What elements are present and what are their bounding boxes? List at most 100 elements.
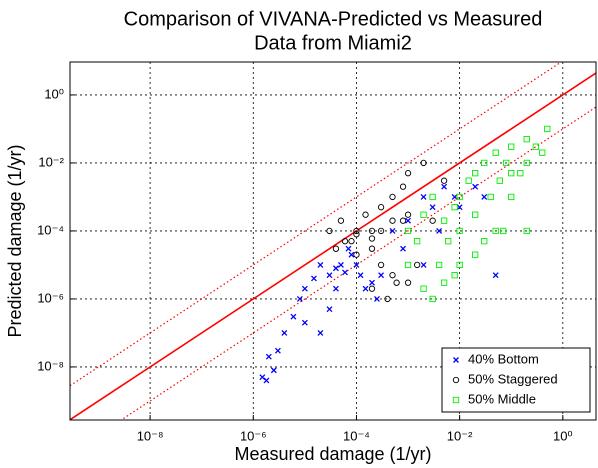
marker-x xyxy=(274,347,281,354)
marker-x xyxy=(362,285,369,292)
marker-x xyxy=(263,377,270,384)
marker-square xyxy=(508,193,515,201)
marker-x xyxy=(481,193,488,200)
y-tick-label: 10⁰ xyxy=(44,86,64,101)
marker-x xyxy=(451,193,458,200)
marker-x xyxy=(420,261,427,268)
marker-x xyxy=(310,275,317,282)
y-axis-label: Predicted damage (1/yr) xyxy=(5,144,25,337)
marker-square xyxy=(496,177,503,184)
marker-square xyxy=(420,211,427,218)
marker-square xyxy=(451,272,458,279)
x-axis-label: Measured damage (1/yr) xyxy=(234,444,431,464)
marker-x xyxy=(317,329,324,336)
marker-square xyxy=(523,159,530,167)
marker-square xyxy=(508,170,515,177)
reference-line xyxy=(70,62,563,387)
legend: 40% Bottom 50% Staggered 50% Middle xyxy=(441,347,591,413)
marker-circle xyxy=(368,227,376,235)
marker-circle xyxy=(413,261,421,269)
marker-square xyxy=(523,227,530,235)
marker-x xyxy=(353,261,360,268)
marker-x xyxy=(281,329,288,336)
marker-square xyxy=(472,251,479,258)
marker-circle xyxy=(368,285,376,292)
marker-circle xyxy=(404,170,412,177)
marker-square xyxy=(451,204,458,211)
marker-square xyxy=(481,238,488,245)
marker-square xyxy=(404,261,412,269)
reference-line xyxy=(70,72,596,420)
marker-x xyxy=(337,261,344,268)
marker-square xyxy=(413,238,421,245)
marker-x xyxy=(348,251,355,258)
marker-x xyxy=(290,313,297,320)
marker-circle xyxy=(353,227,360,235)
y-tick-label: 10⁻⁸ xyxy=(37,358,64,373)
marker-square xyxy=(517,170,524,177)
marker-circle xyxy=(440,177,448,184)
marker-x xyxy=(317,261,324,268)
marker-square xyxy=(508,143,515,150)
plot-frame xyxy=(69,61,597,421)
marker-square xyxy=(465,177,472,184)
marker-x xyxy=(265,353,272,360)
marker-square xyxy=(404,227,412,235)
marker-square xyxy=(445,238,452,245)
marker-circle xyxy=(353,231,360,238)
marker-circle xyxy=(404,211,412,218)
grid xyxy=(70,62,596,420)
marker-circle xyxy=(377,261,385,269)
marker-x xyxy=(345,245,352,252)
marker-circle xyxy=(404,279,412,286)
marker-x xyxy=(326,306,333,313)
marker-square xyxy=(503,159,510,167)
marker-square xyxy=(456,227,463,235)
marker-circle xyxy=(389,272,396,279)
marker-square xyxy=(481,159,488,167)
marker-circle xyxy=(341,238,349,245)
marker-x xyxy=(453,357,459,363)
marker-square xyxy=(456,193,463,201)
marker-x xyxy=(296,295,303,302)
reference-line xyxy=(120,106,596,420)
marker-square xyxy=(544,125,551,133)
marker-square xyxy=(420,285,427,292)
marker-circle xyxy=(348,238,355,245)
marker-square xyxy=(472,170,479,177)
marker-circle xyxy=(389,193,396,201)
marker-x xyxy=(492,272,499,279)
marker-square xyxy=(429,193,436,201)
marker-x xyxy=(378,272,385,279)
x-tick-label: 10⁻⁶ xyxy=(240,428,267,443)
marker-x xyxy=(326,272,333,279)
marker-square xyxy=(440,279,448,286)
marker-square xyxy=(539,149,546,156)
chart-title: Comparison of VIVANA-Predicted vs Measur… xyxy=(124,8,543,30)
marker-circle xyxy=(399,183,407,190)
marker-circle xyxy=(420,159,427,167)
marker-circle xyxy=(377,204,385,211)
marker-circle xyxy=(399,217,407,224)
x-tick-label: 10⁻² xyxy=(447,428,473,443)
marker-square xyxy=(472,211,479,218)
marker-x xyxy=(389,227,396,234)
marker-circle xyxy=(368,235,376,242)
marker-x xyxy=(301,285,308,292)
marker-circle xyxy=(384,295,391,303)
marker-square xyxy=(487,193,494,201)
marker-x xyxy=(436,227,443,234)
marker-x xyxy=(400,245,407,252)
marker-circle xyxy=(429,217,436,224)
legend-label: 50% Staggered xyxy=(468,371,558,386)
marker-square xyxy=(456,261,463,269)
marker-square xyxy=(440,217,448,224)
marker-square xyxy=(500,227,507,235)
marker-x xyxy=(342,269,348,276)
marker-x xyxy=(420,193,427,200)
marker-x xyxy=(357,272,364,279)
marker-square xyxy=(435,261,443,269)
marker-square xyxy=(532,143,539,150)
y-tick-label: 10⁻² xyxy=(38,154,64,169)
